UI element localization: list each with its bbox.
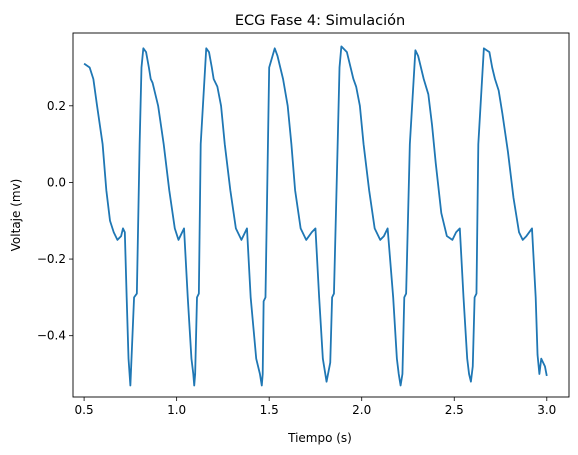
x-tick-label: 3.0: [537, 403, 556, 417]
x-axis-label: Tiempo (s): [287, 431, 352, 445]
y-tick-label: −0.2: [37, 252, 66, 266]
y-axis-label: Voltaje (mv): [9, 179, 23, 252]
x-axis: 0.5 1.0 1.5 2.0 2.5 3.0: [75, 397, 556, 417]
x-tick-label: 1.0: [167, 403, 186, 417]
chart-title: ECG Fase 4: Simulación: [235, 13, 405, 29]
x-tick-label: 2.5: [445, 403, 464, 417]
x-tick-label: 1.5: [260, 403, 279, 417]
y-axis: 0.2 0.0 −0.2 −0.4: [37, 99, 73, 343]
y-tick-label: −0.4: [37, 329, 66, 343]
x-tick-label: 2.0: [352, 403, 371, 417]
series-line: [83, 45, 548, 387]
y-tick-label: 0.2: [47, 99, 66, 113]
x-tick-label: 0.5: [75, 403, 94, 417]
y-tick-label: 0.0: [47, 175, 66, 189]
